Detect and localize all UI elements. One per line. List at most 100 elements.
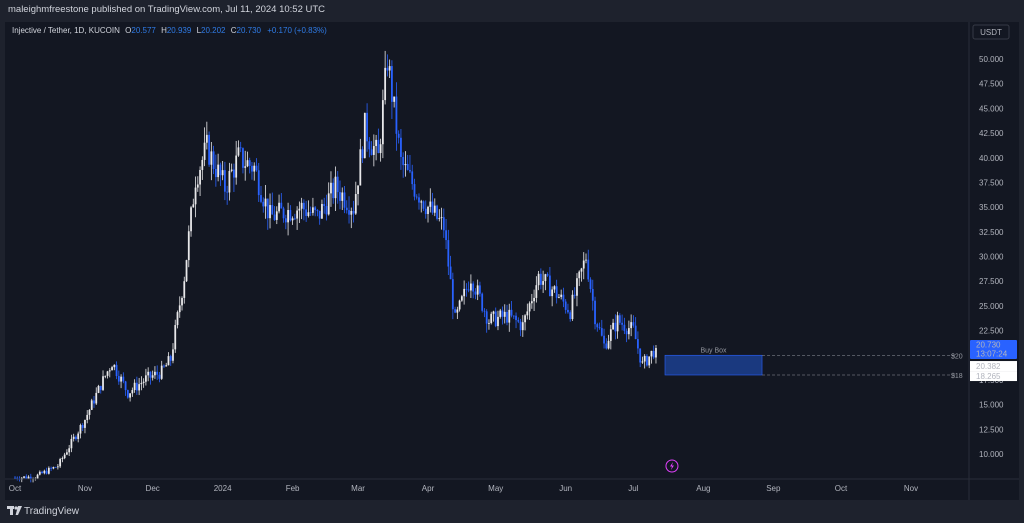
candle-body <box>275 211 278 220</box>
candle-body <box>97 385 100 393</box>
candle-body <box>372 146 375 155</box>
candle-body <box>63 454 66 459</box>
candle-body <box>115 364 118 377</box>
candle-body <box>438 217 441 219</box>
candle-body <box>433 205 436 213</box>
candle-body <box>605 343 608 349</box>
candle-body <box>23 476 25 478</box>
candle-body <box>321 204 323 219</box>
candle-body <box>580 268 583 272</box>
candle-body <box>104 375 107 377</box>
candle-body <box>235 155 238 178</box>
candle-body <box>650 350 653 357</box>
candle-body <box>300 202 303 209</box>
candle-body <box>56 466 59 468</box>
candle-body <box>429 201 432 207</box>
candle-body <box>201 159 204 170</box>
candle-body <box>244 166 247 168</box>
candle-body <box>66 452 68 455</box>
candle-body <box>129 393 132 398</box>
candle-body <box>456 309 459 313</box>
candle-body <box>266 198 269 219</box>
candle-body <box>375 139 378 147</box>
candle-body <box>133 382 136 391</box>
y-tick-label: 10.000 <box>979 450 1004 459</box>
candle-body <box>167 356 170 366</box>
candle-body <box>16 477 19 479</box>
candle-body <box>248 160 251 166</box>
candle-body <box>386 67 389 71</box>
candle-body <box>14 477 16 479</box>
candle-body <box>255 165 258 171</box>
level-label-20: $20 <box>951 353 963 360</box>
candle-body <box>172 349 174 361</box>
candle-body <box>465 288 468 290</box>
candle-body <box>485 311 488 324</box>
y-tick-label: 27.500 <box>979 277 1004 286</box>
candle-body <box>612 322 614 330</box>
last-price-tag <box>970 340 1017 360</box>
plot-background <box>5 22 1019 500</box>
candle-body <box>442 217 445 231</box>
candle-body <box>357 185 359 195</box>
candle-body <box>287 210 289 223</box>
symbol-legend: Injective / Tether, 1D, KUCOIN O20.577 H… <box>12 26 327 38</box>
candle-body <box>343 192 346 208</box>
candle-body <box>479 285 481 294</box>
candle-body <box>278 202 280 212</box>
candle-body <box>524 315 526 323</box>
candle-body <box>36 474 39 479</box>
candle-body <box>598 327 601 329</box>
y-tick-label: 32.500 <box>979 228 1004 237</box>
x-tick-label: Oct <box>9 484 22 493</box>
candle-body <box>214 168 217 178</box>
candle-body <box>323 204 326 206</box>
candle-body <box>68 448 71 453</box>
tradingview-logo-icon[interactable] <box>7 505 23 517</box>
candle-body <box>226 191 229 193</box>
candle-body <box>623 324 626 331</box>
candle-body <box>239 147 242 149</box>
candle-body <box>634 325 637 340</box>
candle-body <box>422 201 425 209</box>
candle-body <box>548 275 551 297</box>
low-value: 20.202 <box>201 26 226 35</box>
axis-layer: USDT 50.000 47.500 45.000 42.500 40.000 37.500… <box>5 22 1019 500</box>
candle-body <box>637 339 639 349</box>
candle-body <box>282 208 285 219</box>
candle-body <box>237 147 240 156</box>
candle-body <box>397 133 400 138</box>
candle-body <box>627 328 630 335</box>
candle-body <box>463 288 466 297</box>
candle-body <box>530 301 533 304</box>
candle-body <box>508 309 511 323</box>
candle-body <box>126 390 129 398</box>
candle-body <box>142 381 145 383</box>
candle-body <box>203 142 206 160</box>
candle-body <box>533 297 535 302</box>
candle-body <box>499 310 502 317</box>
candle-body <box>393 96 396 102</box>
price-chart-svg[interactable]: Buy Box $20 $18 USDT 50.000 47.500 45.000 42.5… <box>5 22 1019 500</box>
candle-body <box>646 355 648 366</box>
candle-body <box>284 218 287 223</box>
y-tick-label: 37.500 <box>979 178 1004 187</box>
candle-body <box>440 217 443 219</box>
x-tick-label: May <box>488 484 503 493</box>
candle-body <box>181 297 183 306</box>
candle-body <box>316 210 319 211</box>
chart-area[interactable]: Buy Box $20 $18 USDT 50.000 47.500 45.000 42.5… <box>5 22 1019 500</box>
candle-body <box>402 156 405 166</box>
brand-name[interactable]: TradingView <box>24 506 80 517</box>
candle-body <box>366 112 368 142</box>
candle-body <box>354 194 357 214</box>
candle-body <box>160 365 163 379</box>
candle-body <box>506 311 508 323</box>
candle-body <box>377 139 380 154</box>
candle-body <box>217 164 220 178</box>
scale-label-box <box>970 371 1017 382</box>
candle-body <box>632 322 635 326</box>
candle-body <box>400 137 402 157</box>
candle-body <box>501 310 504 317</box>
candle-body <box>84 420 86 428</box>
